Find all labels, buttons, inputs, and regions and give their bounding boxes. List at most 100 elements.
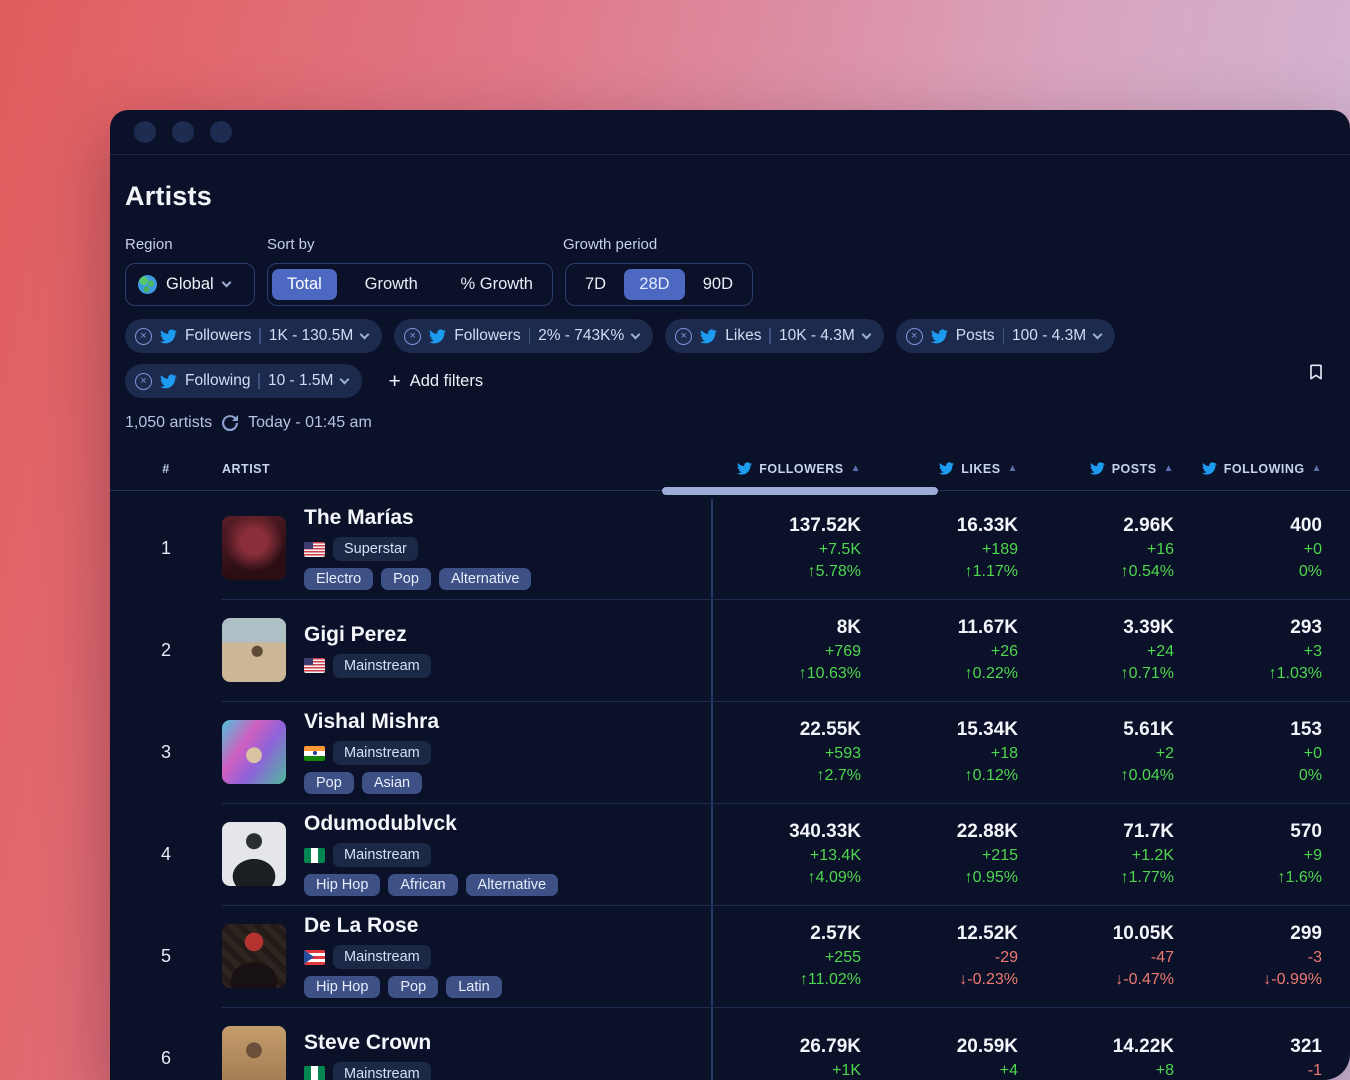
chevron-down-icon	[861, 329, 872, 339]
flag-puerto-rico-icon	[304, 949, 325, 965]
remove-filter-icon[interactable]: ×	[135, 372, 152, 390]
window-control-dot[interactable]	[134, 121, 156, 143]
flag-india-icon	[304, 745, 325, 761]
stat-delta: +0	[1303, 541, 1322, 558]
artist-name: Odumodublvck	[304, 812, 457, 835]
remove-filter-icon[interactable]: ×	[905, 327, 923, 345]
genre-tag: Pop	[304, 772, 354, 794]
tier-badge: Superstar	[333, 537, 418, 561]
stat-followers: 2.57K +255 ↑11.02%	[711, 923, 861, 989]
rank: 2	[160, 639, 171, 660]
stat-value: 14.22K	[1112, 1036, 1174, 1057]
avatar	[222, 516, 286, 580]
refresh-icon[interactable]	[222, 415, 239, 431]
stat-posts: 5.61K +2 ↑0.04%	[1018, 719, 1174, 785]
stat-delta: +1.2K	[1131, 847, 1174, 864]
table-row[interactable]: 4 Odumodublvck Mainstream Hip Hop Africa…	[110, 803, 1350, 905]
growth-period-segmented-control: 7D 28D 90D	[565, 263, 753, 306]
flag-nigeria-icon	[304, 847, 325, 863]
filter-chip-likes[interactable]: × Likes 10K - 4.3M	[665, 319, 884, 353]
stat-followers: 340.33K +13.4K ↑4.09%	[711, 821, 861, 887]
genre-tag: Pop	[381, 568, 431, 590]
chevron-down-icon	[221, 277, 232, 288]
stat-likes: 15.34K +18 ↑0.12%	[861, 719, 1018, 785]
stat-likes: 22.88K +215 ↑0.95%	[861, 821, 1018, 887]
following-column-header[interactable]: FOLLOWING ▲	[1174, 461, 1322, 476]
period-option-90d[interactable]: 90D	[702, 275, 733, 293]
stat-delta: +18	[990, 745, 1018, 762]
artist-column-header: ARTIST	[222, 461, 271, 476]
chip-metric: Posts	[955, 327, 995, 344]
posts-column-header[interactable]: POSTS ▲	[1018, 461, 1174, 476]
followers-column-header[interactable]: FOLLOWERS ▲	[711, 461, 861, 476]
table-row[interactable]: 6 Steve Crown Mainstream 26.79K +1K 20.5…	[110, 1007, 1350, 1080]
likes-column-header[interactable]: LIKES ▲	[861, 461, 1018, 476]
flag-nigeria-icon	[304, 1066, 325, 1080]
avatar	[222, 1026, 286, 1080]
stat-posts: 71.7K +1.2K ↑1.77%	[1018, 821, 1174, 887]
table-row[interactable]: 3 Vishal Mishra Mainstream Pop Asian 22.…	[110, 701, 1350, 803]
window-control-dot[interactable]	[210, 121, 232, 143]
table-row[interactable]: 1 The Marías Superstar Electro Pop Alter…	[110, 497, 1350, 599]
stat-delta: -3	[1307, 949, 1322, 966]
artist-count: 1,050 artists	[125, 414, 213, 431]
filter-chip-followers-total[interactable]: × Followers 1K - 130.5M	[125, 319, 383, 353]
stat-followers: 22.55K +593 ↑2.7%	[711, 719, 861, 785]
stat-pct: ↑2.7%	[816, 767, 861, 784]
bookmark-button[interactable]	[1306, 361, 1326, 388]
add-filters-button[interactable]: + Add filters	[388, 369, 484, 393]
region-value: Global	[166, 275, 214, 293]
stat-posts: 3.39K +24 ↑0.71%	[1018, 617, 1174, 683]
tier-badge: Mainstream	[333, 843, 431, 867]
sort-option-total[interactable]: Total	[272, 269, 337, 300]
sort-option-growth[interactable]: Growth	[364, 275, 418, 293]
stat-delta: +0	[1303, 745, 1322, 762]
stat-delta: +593	[824, 745, 861, 762]
genre-tag: Pop	[388, 976, 439, 998]
stat-following: 153 +0 0%	[1174, 719, 1322, 785]
stat-posts: 10.05K -47 ↓-0.47%	[1018, 923, 1174, 989]
stat-following: 293 +3 ↑1.03%	[1174, 617, 1322, 683]
filter-chip-posts[interactable]: × Posts 100 - 4.3M	[895, 319, 1116, 353]
period-option-28d[interactable]: 28D	[624, 269, 685, 300]
rank: 1	[160, 537, 171, 558]
twitter-icon	[160, 374, 177, 388]
artist-name: Gigi Perez	[304, 622, 407, 646]
table-row[interactable]: 5 De La Rose Mainstream Hip Hop Pop Lati…	[110, 905, 1350, 1007]
twitter-icon	[1089, 462, 1105, 475]
stat-following: 570 +9 ↑1.6%	[1174, 821, 1322, 887]
stat-value: 2.57K	[810, 923, 861, 944]
stat-pct: ↑1.17%	[964, 563, 1018, 580]
stat-pct: ↑10.63%	[798, 665, 861, 682]
page-title: Artists	[125, 181, 212, 211]
genre-tag: Asian	[361, 772, 423, 794]
window-control-dot[interactable]	[172, 121, 194, 143]
twitter-icon	[939, 462, 955, 475]
remove-filter-icon[interactable]: ×	[675, 327, 693, 345]
horizontal-scrollbar-thumb[interactable]	[662, 487, 938, 495]
chip-metric: Followers	[185, 327, 252, 344]
chip-metric: Likes	[725, 327, 762, 344]
chevron-down-icon	[630, 329, 641, 339]
stat-delta: +255	[824, 949, 861, 966]
remove-filter-icon[interactable]: ×	[135, 327, 152, 345]
sort-option-pct-growth[interactable]: % Growth	[460, 275, 533, 293]
filter-chip-followers-growth[interactable]: × Followers 2% - 743K%	[394, 319, 654, 353]
stat-delta: -29	[994, 949, 1018, 966]
stat-value: 400	[1290, 515, 1322, 536]
stat-delta: +7.5K	[818, 541, 861, 558]
stat-pct: 0%	[1298, 767, 1322, 784]
twitter-icon	[160, 329, 177, 343]
genre-tag: Hip Hop	[304, 874, 381, 896]
stat-pct: ↑4.09%	[807, 869, 861, 886]
region-dropdown[interactable]: Global	[125, 263, 255, 306]
stat-delta: +26	[990, 643, 1018, 660]
filter-chip-following[interactable]: × Following 10 - 1.5M	[125, 364, 363, 398]
period-option-7d[interactable]: 7D	[585, 275, 607, 293]
stat-pct: ↑1.6%	[1277, 869, 1322, 886]
table-row[interactable]: 2 Gigi Perez Mainstream 8K +769 ↑10.63% …	[110, 599, 1350, 701]
stat-pct: ↑0.71%	[1120, 665, 1174, 682]
tier-badge: Mainstream	[333, 945, 431, 969]
stat-value: 321	[1290, 1036, 1322, 1057]
remove-filter-icon[interactable]: ×	[404, 327, 422, 345]
